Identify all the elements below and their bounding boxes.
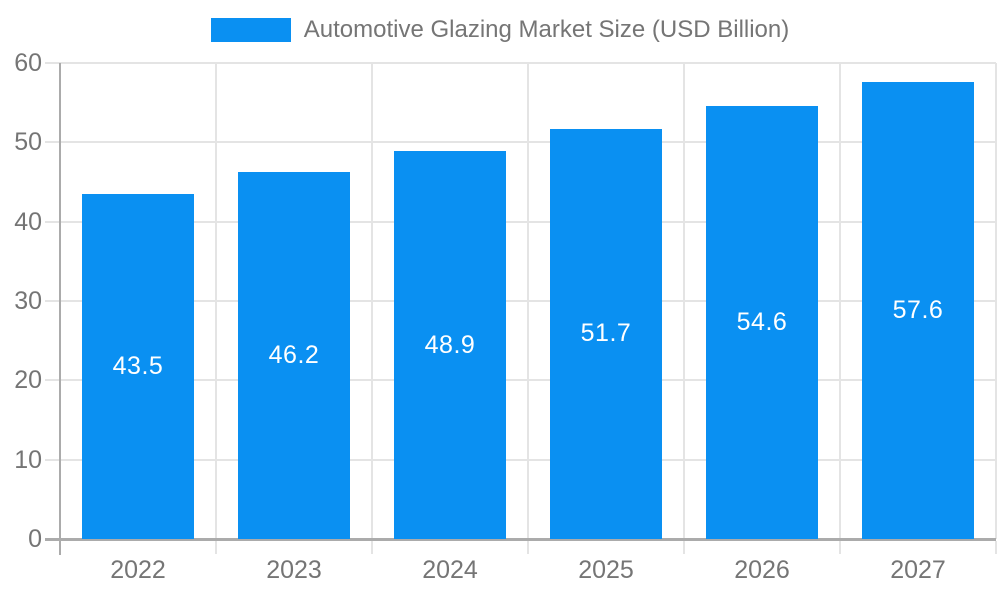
x-tick	[995, 541, 997, 554]
y-tick	[45, 62, 60, 64]
chart-legend: Automotive Glazing Market Size (USD Bill…	[0, 16, 1000, 43]
bar-value-label: 48.9	[424, 330, 476, 359]
x-tick	[215, 541, 217, 554]
x-gridline	[215, 63, 217, 539]
x-gridline	[839, 63, 841, 539]
bar: 54.6	[706, 105, 818, 539]
x-gridline	[527, 63, 529, 539]
bar: 43.5	[82, 193, 194, 539]
y-tick	[45, 379, 60, 382]
x-gridline	[371, 63, 373, 539]
bar: 48.9	[394, 151, 506, 539]
y-axis-label: 0	[28, 525, 42, 553]
x-gridline	[683, 63, 685, 539]
bar: 57.6	[862, 82, 974, 539]
x-axis-label: 2025	[578, 556, 634, 584]
x-tick	[839, 541, 841, 554]
y-axis-line	[59, 63, 61, 555]
bar: 51.7	[550, 128, 662, 539]
x-axis-label: 2022	[110, 556, 166, 584]
y-axis-label: 20	[14, 366, 42, 395]
bar-value-label: 51.7	[580, 319, 632, 348]
x-gridline	[995, 63, 997, 539]
x-axis-line	[45, 538, 996, 541]
bar-value-label: 57.6	[892, 296, 944, 324]
bar-value-label: 46.2	[268, 341, 320, 370]
y-axis-label: 40	[14, 207, 42, 236]
bar-value-label: 43.5	[112, 351, 164, 380]
y-tick	[45, 300, 60, 302]
x-tick	[527, 541, 529, 554]
x-axis-label: 2026	[734, 556, 790, 584]
x-tick	[371, 541, 373, 554]
y-axis-label: 60	[14, 49, 42, 77]
y-tick	[45, 458, 60, 461]
x-axis-label: 2027	[890, 556, 946, 584]
x-axis-label: 2024	[422, 556, 478, 584]
bar: 46.2	[238, 172, 350, 539]
legend-label: Automotive Glazing Market Size (USD Bill…	[303, 16, 790, 43]
x-axis-label: 2023	[266, 556, 322, 584]
y-axis-label: 30	[14, 287, 42, 315]
legend-swatch	[210, 17, 291, 42]
bar-value-label: 54.6	[736, 307, 788, 336]
y-axis-label: 50	[14, 128, 42, 157]
y-axis-label: 10	[14, 445, 42, 474]
x-tick	[683, 541, 685, 554]
y-tick	[45, 141, 60, 144]
y-tick	[45, 220, 60, 223]
